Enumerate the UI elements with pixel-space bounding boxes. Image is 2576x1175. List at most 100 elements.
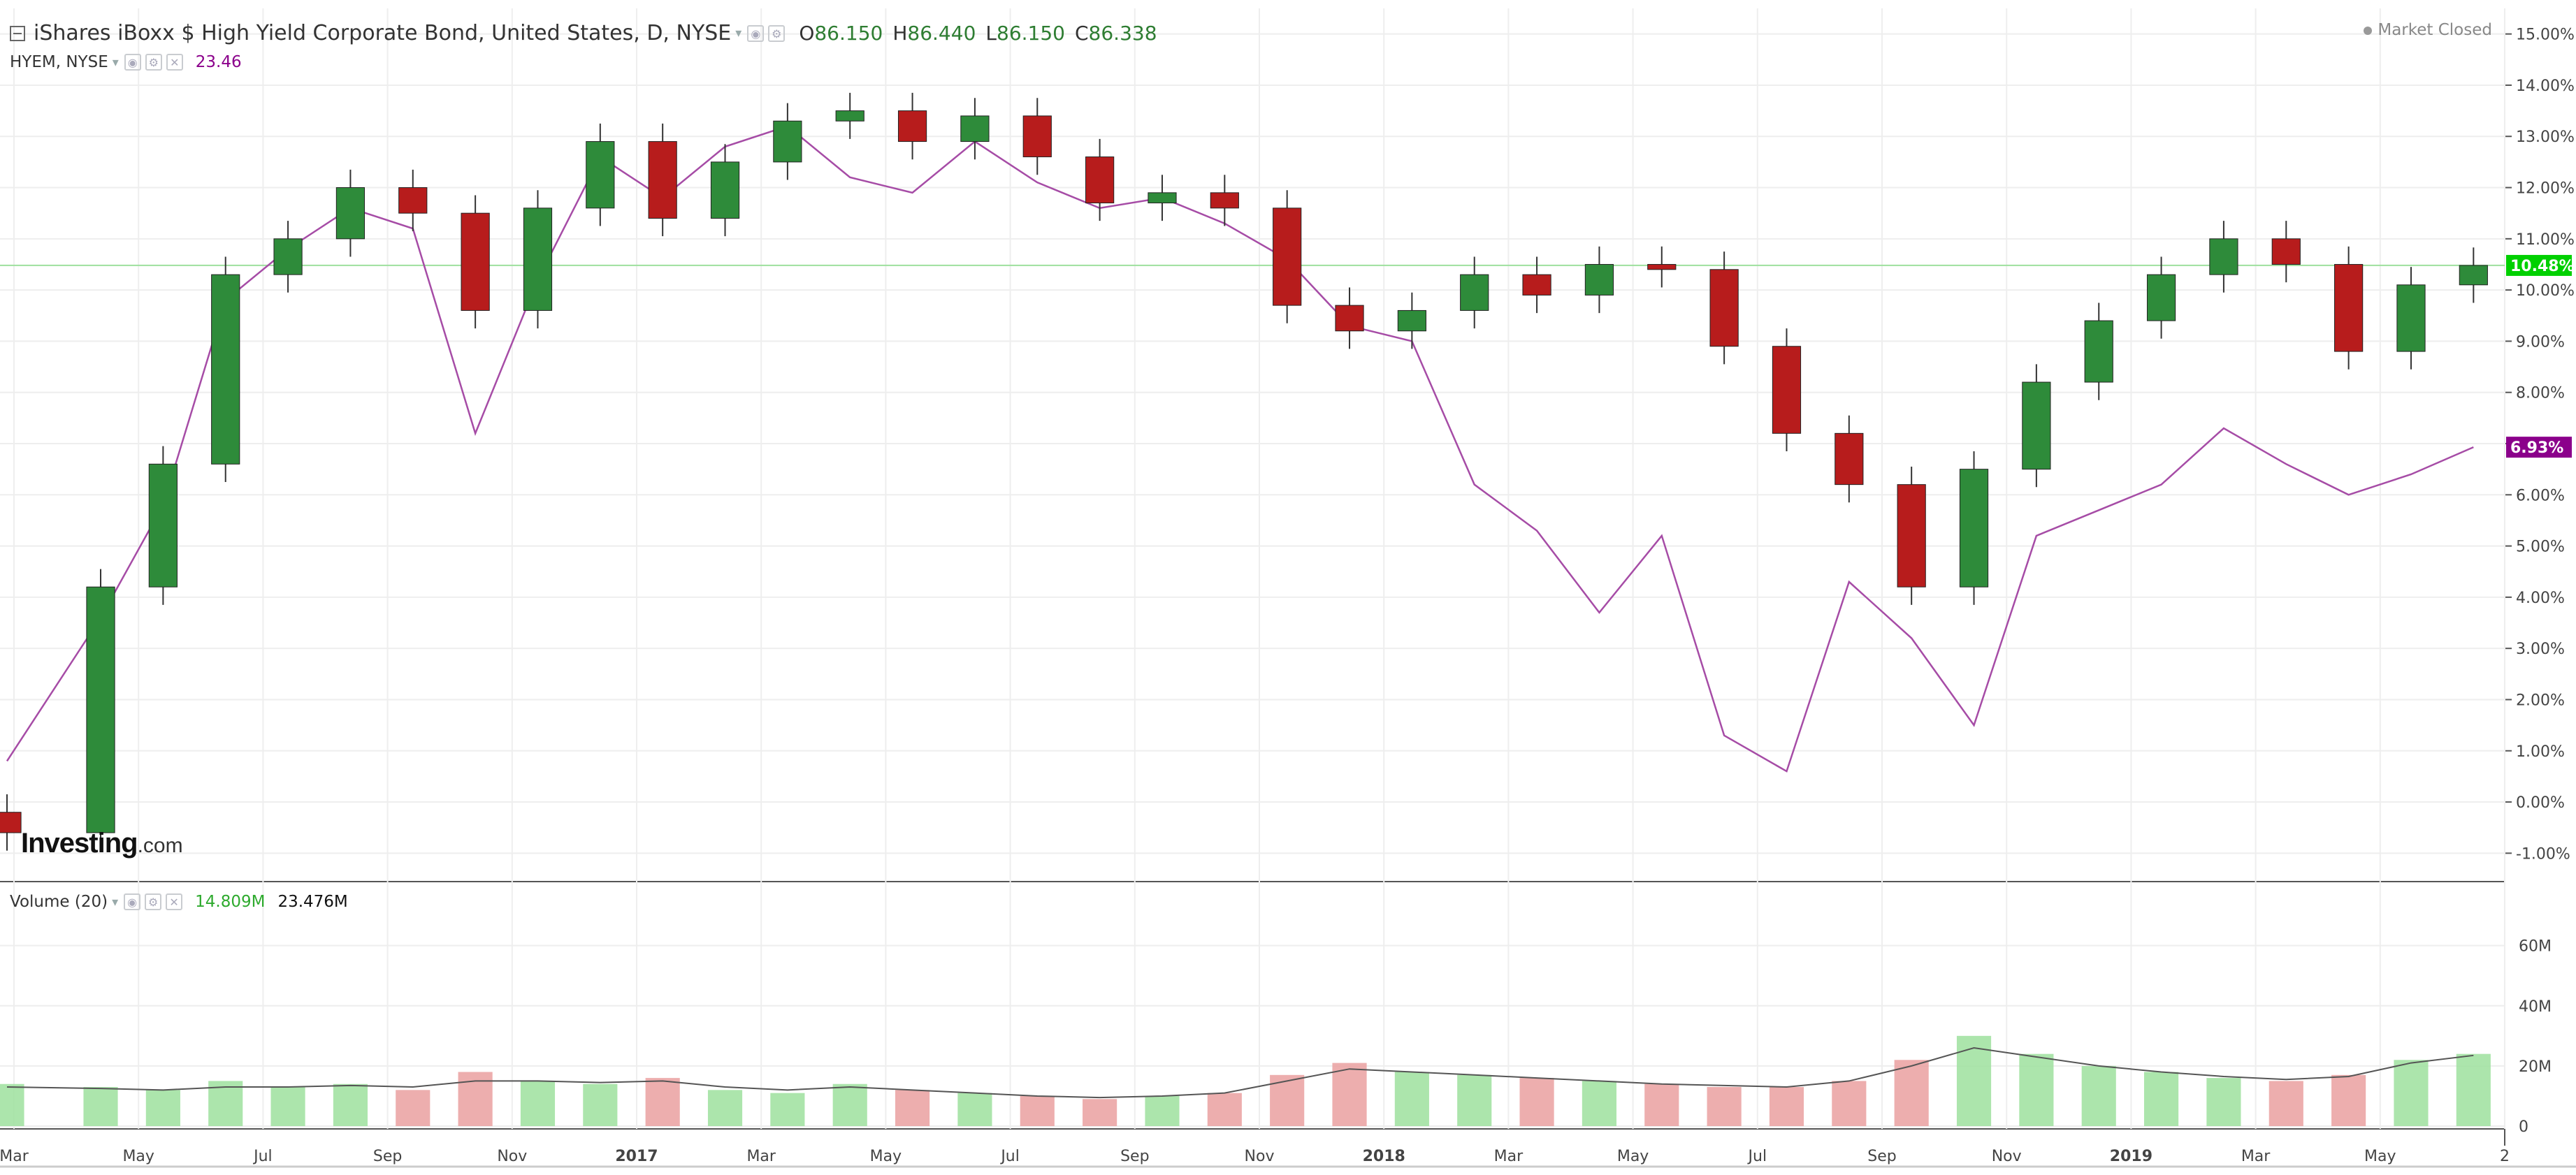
x-tick-label: Sep: [373, 1148, 402, 1165]
x-tick-label: Nov: [497, 1148, 527, 1165]
close-value: 86.338: [1088, 22, 1157, 45]
candle-body: [523, 207, 553, 311]
candle-body: [2459, 265, 2488, 286]
hyg-last-badge-bg: [2506, 254, 2572, 276]
eye-icon[interactable]: ◉: [124, 893, 141, 910]
x-tick-label: Sep: [1120, 1148, 1149, 1165]
chevron-down-icon[interactable]: ▾: [735, 26, 742, 41]
gear-icon[interactable]: ⚙: [145, 893, 162, 910]
x-tick-label: Jul: [999, 1148, 1020, 1165]
high-value: 86.440: [907, 22, 976, 45]
candle-body: [1273, 207, 1302, 306]
candle-body: [1022, 115, 1052, 158]
compare-symbol-label: HYEM, NYSE: [10, 53, 108, 71]
y-tick-label: 11.00%: [2516, 231, 2575, 249]
y-tick-label: 6.00%: [2516, 487, 2565, 504]
candle-body: [1835, 432, 1864, 486]
volume-bar: [2206, 1078, 2241, 1126]
close-icon[interactable]: ✕: [166, 54, 183, 71]
y-tick-label: 15.00%: [2516, 27, 2575, 44]
close-icon[interactable]: ✕: [166, 893, 183, 910]
hyem-last-badge: 6.93%: [2510, 439, 2563, 457]
main-legend: iShares iBoxx $ High Yield Corporate Bon…: [10, 21, 1157, 45]
volume-bar: [0, 1083, 24, 1126]
hyem-last-badge-bg: [2506, 437, 2572, 458]
chevron-down-icon[interactable]: ▾: [112, 54, 119, 70]
volume-bar: [1332, 1063, 1367, 1126]
x-tick-label: May: [870, 1148, 902, 1165]
eye-icon[interactable]: ◉: [124, 54, 141, 71]
x-tick-label: 2019: [2110, 1148, 2152, 1165]
volume-value-2: 23.476M: [277, 893, 348, 911]
candle-body: [1085, 156, 1115, 204]
volume-bar: [2081, 1065, 2116, 1126]
x-tick-label: May: [1617, 1148, 1649, 1165]
candle-body: [461, 212, 490, 311]
gear-icon[interactable]: ⚙: [145, 54, 162, 71]
candle-body: [2146, 274, 2176, 321]
collapse-toggle-icon[interactable]: [10, 25, 25, 41]
high-label: H: [892, 22, 908, 45]
candle-body: [1772, 346, 1802, 434]
chevron-down-icon[interactable]: ▾: [112, 894, 119, 910]
open-label: O: [799, 22, 815, 45]
volume-bar: [1020, 1095, 1055, 1126]
market-status-text: Market Closed: [2378, 21, 2492, 39]
volume-bar: [2394, 1060, 2429, 1126]
y-tick-label: 8.00%: [2516, 385, 2565, 402]
candle-body: [273, 238, 303, 275]
symbol-title: iShares iBoxx $ High Yield Corporate Bon…: [34, 21, 732, 45]
volume-ma-line: [6, 1047, 2474, 1099]
x-tick-label: Mar: [0, 1148, 29, 1165]
volume-bar: [832, 1083, 867, 1126]
y-tick-label: 3.00%: [2516, 641, 2565, 658]
hyg-last-badge: 10.48%: [2510, 258, 2575, 275]
y-tick-label: 5.00%: [2516, 539, 2565, 556]
volume-legend: Volume (20) ▾ ◉ ⚙ ✕ 14.809M 23.476M: [10, 893, 348, 911]
hyem-line: [6, 125, 2474, 773]
candle-body: [1897, 484, 1926, 588]
volume-bar: [1519, 1078, 1554, 1126]
candle-body: [1210, 192, 1239, 209]
y-tick-label: 1.00%: [2516, 743, 2565, 761]
candle-body: [148, 463, 178, 588]
candle-body: [773, 120, 802, 163]
volume-bar: [520, 1081, 556, 1126]
x-tick-label: Sep: [1867, 1148, 1896, 1165]
volume-label: Volume (20): [10, 893, 108, 911]
volume-bar: [1894, 1060, 1929, 1126]
volume-bar: [208, 1081, 243, 1126]
volume-bar: [2331, 1074, 2366, 1126]
volume-bar: [1832, 1081, 1867, 1126]
x-tick-label: May: [122, 1148, 154, 1165]
status-dot-icon: [2364, 26, 2373, 35]
gear-icon[interactable]: ⚙: [768, 24, 786, 42]
volume-bar: [1769, 1087, 1804, 1126]
x-tick-label: Mar: [746, 1148, 776, 1165]
volume-bar: [2144, 1072, 2179, 1126]
y-tick-label: 12.00%: [2516, 180, 2575, 198]
eye-icon[interactable]: ◉: [747, 24, 765, 42]
volume-bar: [1145, 1095, 1180, 1126]
volume-bar: [145, 1090, 180, 1126]
volume-bar: [2456, 1053, 2491, 1126]
x-tick-label: 2017: [615, 1148, 658, 1165]
volume-bar: [1083, 1099, 1117, 1126]
y-tick-label: 9.00%: [2516, 333, 2565, 351]
compare-legend: HYEM, NYSE ▾ ◉ ⚙ ✕ 23.46: [10, 53, 242, 71]
volume-bar: [1644, 1083, 1679, 1126]
candle-body: [1647, 263, 1677, 270]
candle-body: [648, 141, 677, 219]
candle-body: [1584, 263, 1614, 295]
volume-bar: [1707, 1087, 1742, 1126]
y-tick-label: 13.00%: [2516, 129, 2575, 146]
investing-logo: Investing.com: [21, 828, 183, 859]
low-label: L: [985, 22, 997, 45]
x-tick-label: Nov: [1245, 1148, 1275, 1165]
y-tick-label: 14.00%: [2516, 78, 2575, 95]
candle-body: [1959, 469, 1989, 588]
market-status: Market Closed: [2364, 21, 2492, 39]
candle-body: [0, 812, 22, 833]
